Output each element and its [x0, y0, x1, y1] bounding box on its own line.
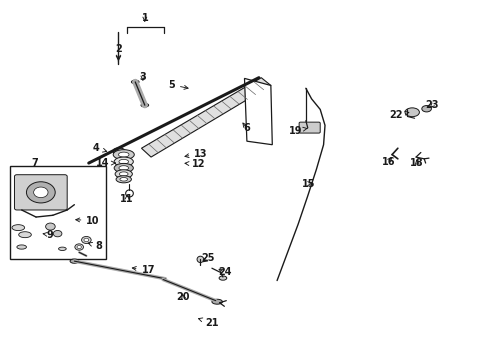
Ellipse shape [12, 225, 24, 231]
Ellipse shape [113, 148, 124, 154]
Ellipse shape [115, 170, 132, 178]
Ellipse shape [17, 245, 26, 249]
Text: 16: 16 [381, 157, 394, 167]
Text: 12: 12 [184, 159, 205, 169]
Text: 20: 20 [176, 292, 189, 302]
Ellipse shape [70, 259, 79, 263]
Text: 18: 18 [409, 158, 423, 168]
Ellipse shape [119, 172, 128, 176]
Text: 19: 19 [288, 126, 307, 136]
Text: 11: 11 [120, 194, 134, 204]
FancyBboxPatch shape [299, 122, 320, 133]
Text: 14: 14 [96, 158, 115, 168]
Ellipse shape [113, 150, 134, 159]
Text: 5: 5 [168, 80, 188, 90]
Text: 25: 25 [201, 253, 214, 263]
Ellipse shape [118, 152, 129, 157]
Ellipse shape [404, 108, 419, 117]
Ellipse shape [211, 299, 222, 304]
Circle shape [45, 223, 55, 230]
Circle shape [81, 237, 91, 243]
Text: 2: 2 [115, 45, 122, 60]
Circle shape [34, 187, 48, 198]
Ellipse shape [19, 232, 31, 238]
Circle shape [26, 182, 55, 203]
Polygon shape [141, 78, 270, 157]
Text: 9: 9 [43, 230, 53, 240]
Ellipse shape [114, 157, 133, 166]
Circle shape [84, 238, 89, 242]
Polygon shape [244, 78, 272, 145]
Circle shape [75, 244, 83, 250]
Text: 22: 22 [388, 110, 408, 120]
Ellipse shape [119, 166, 128, 170]
Ellipse shape [116, 176, 131, 183]
FancyBboxPatch shape [10, 166, 105, 259]
Ellipse shape [114, 163, 133, 172]
Ellipse shape [141, 103, 148, 107]
Circle shape [53, 230, 62, 237]
Circle shape [77, 246, 81, 249]
Ellipse shape [421, 105, 430, 112]
Ellipse shape [131, 80, 139, 84]
Text: 7: 7 [31, 158, 38, 168]
Ellipse shape [219, 276, 226, 280]
Text: 15: 15 [302, 179, 315, 189]
Text: 24: 24 [218, 267, 231, 278]
FancyBboxPatch shape [15, 175, 67, 210]
Text: 17: 17 [132, 265, 155, 275]
Text: 10: 10 [76, 216, 100, 226]
Text: 4: 4 [93, 143, 106, 153]
Ellipse shape [119, 159, 128, 164]
Text: 8: 8 [88, 241, 102, 251]
Text: 23: 23 [425, 100, 438, 110]
Ellipse shape [59, 247, 66, 251]
Text: 13: 13 [184, 149, 207, 158]
Ellipse shape [125, 190, 133, 197]
Text: 6: 6 [243, 123, 249, 133]
Text: 3: 3 [139, 72, 146, 82]
Text: 1: 1 [141, 13, 148, 23]
Text: 21: 21 [198, 318, 218, 328]
Ellipse shape [120, 177, 127, 181]
Ellipse shape [197, 256, 203, 262]
